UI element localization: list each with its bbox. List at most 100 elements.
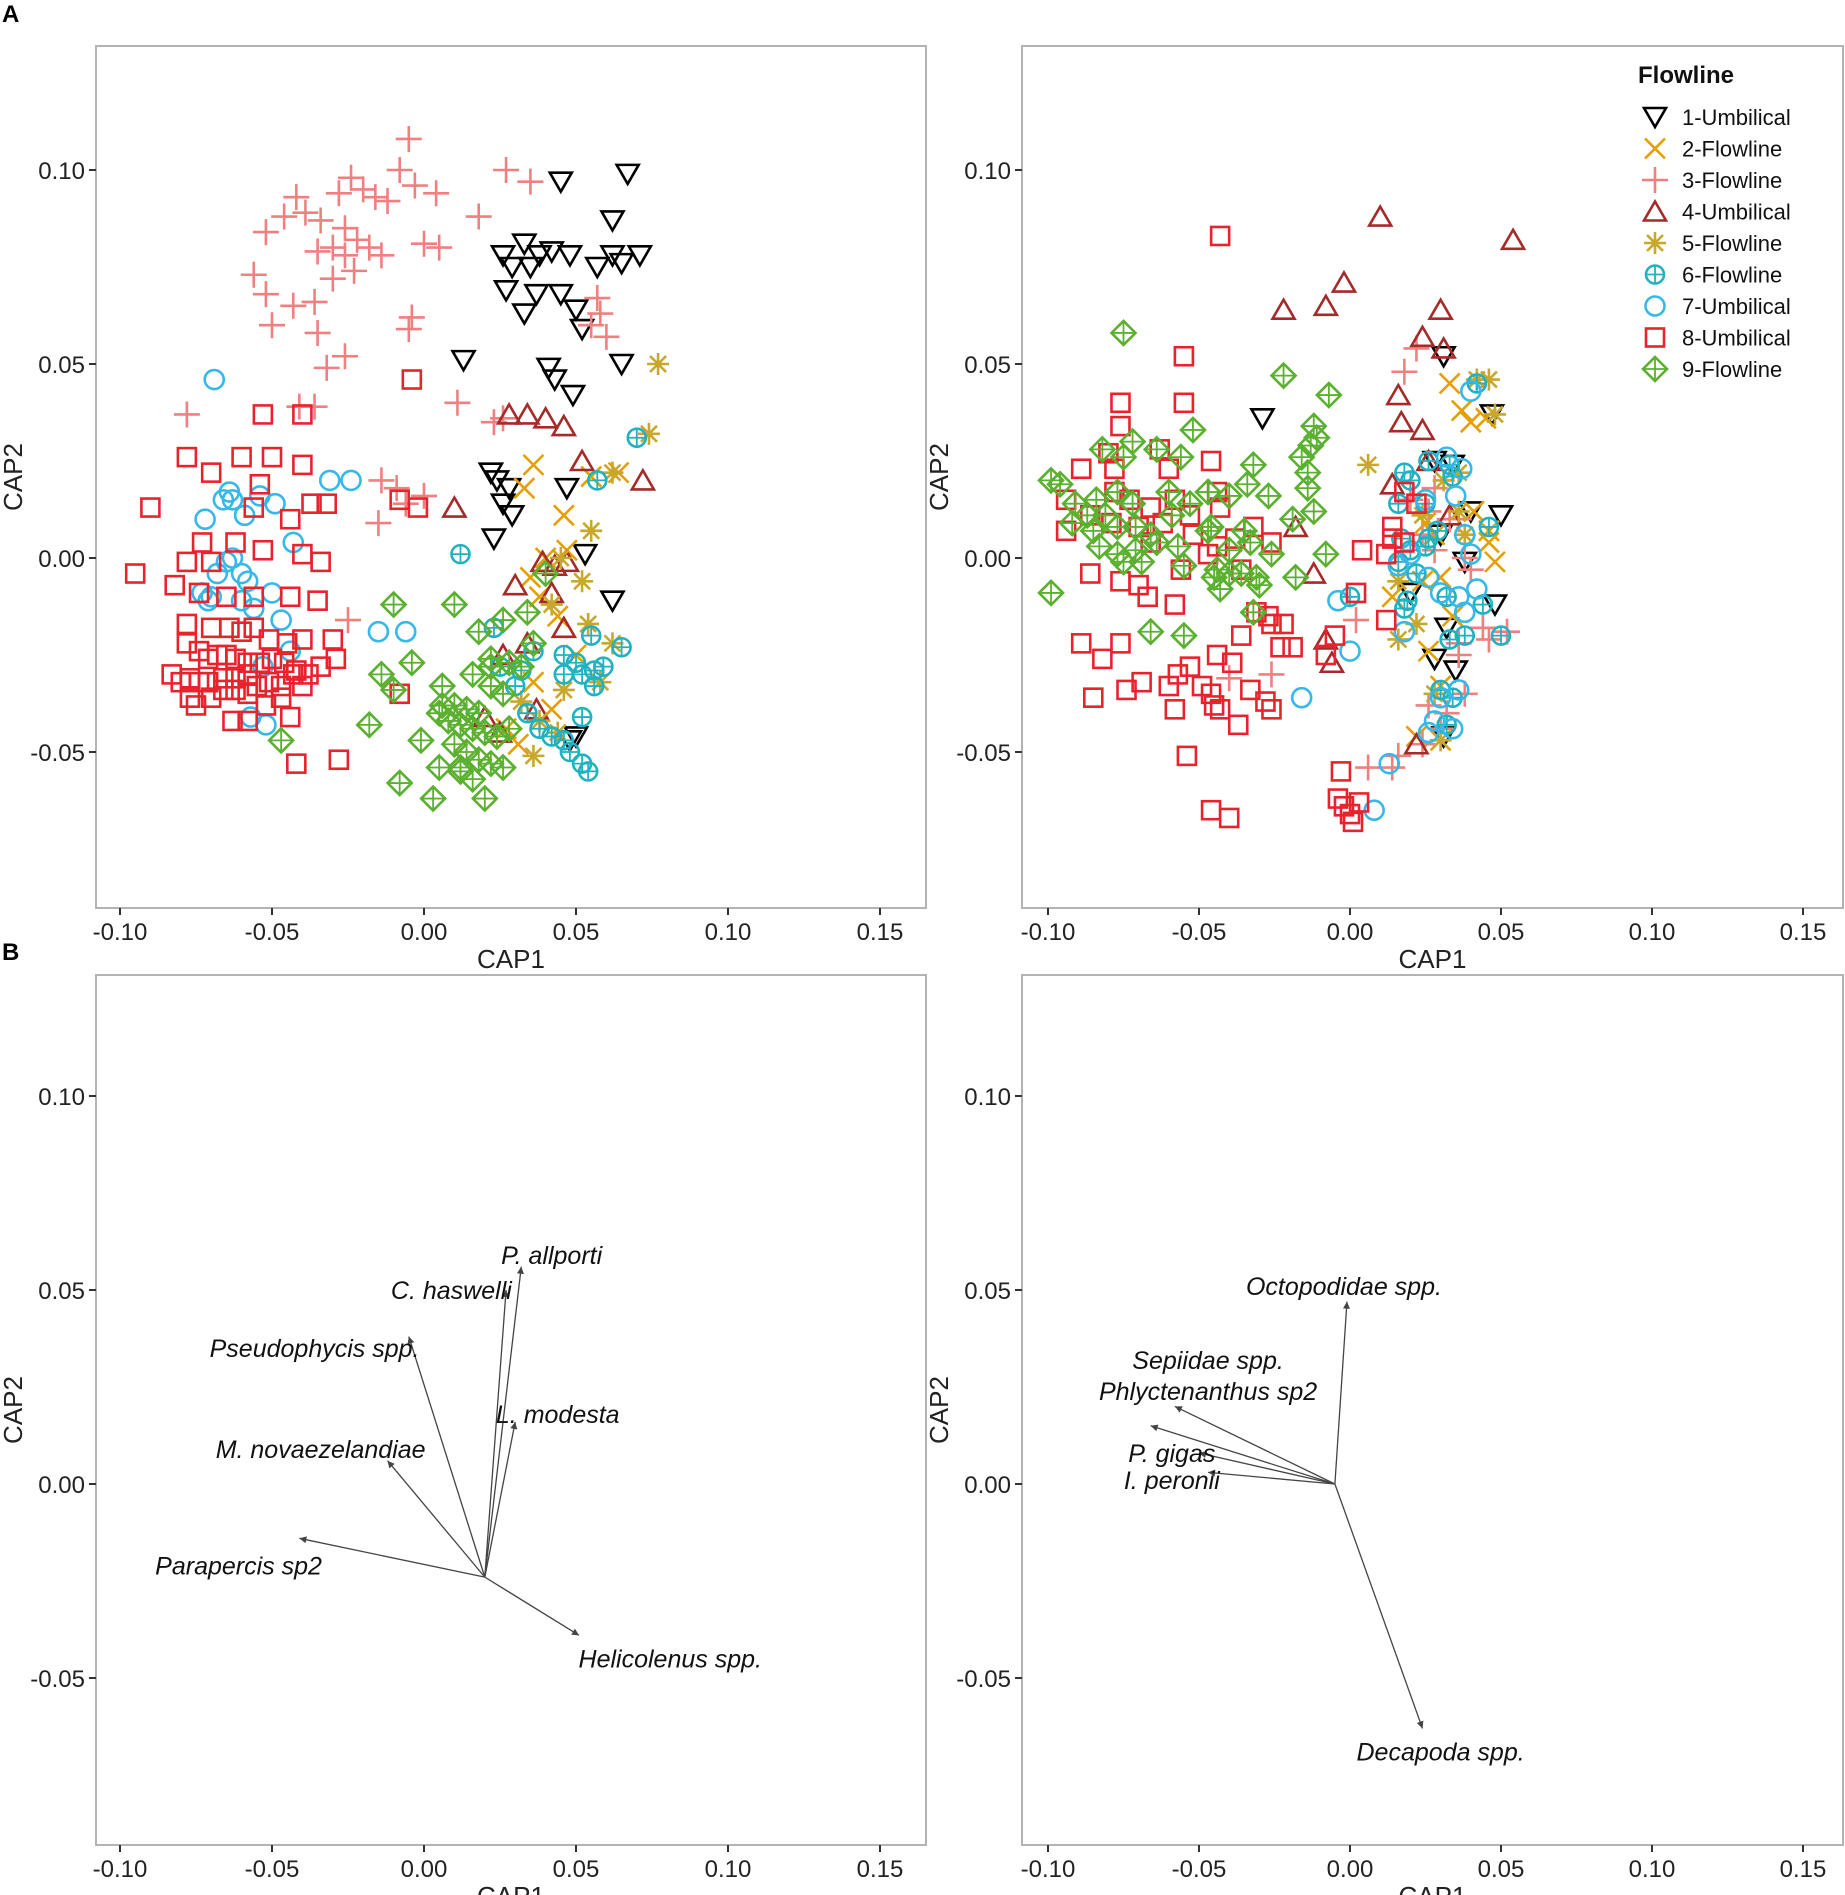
data-point	[1429, 729, 1452, 752]
data-point	[465, 203, 492, 230]
data-point	[1394, 532, 1415, 553]
data-point	[1394, 598, 1415, 619]
vector-arrowhead	[1150, 1424, 1159, 1432]
data-point	[1110, 633, 1131, 654]
x-tick-label: 0.00	[1327, 1856, 1374, 1883]
data-point	[328, 749, 350, 771]
panel-b-right: -0.10 -0.05 0.00 0.05 0.10 0.15 -0.05 0.00 0.05 0…	[924, 974, 1844, 1895]
data-point	[608, 353, 635, 377]
x-tick-label: -0.05	[1172, 919, 1227, 946]
vector-label: M. novaezelandiae	[216, 1436, 426, 1464]
data-point	[1393, 620, 1416, 643]
legend-entry: 3-Flowline	[1682, 168, 1782, 193]
data-point	[383, 475, 410, 502]
data-point	[513, 477, 536, 500]
data-point	[280, 292, 307, 319]
data-point	[271, 203, 298, 230]
legend-title: Flowline	[1638, 62, 1734, 89]
vector-label: Phlyctenanthus sp2	[1099, 1378, 1317, 1406]
vector-arrowhead	[1208, 1469, 1216, 1477]
data-point	[407, 497, 429, 518]
data-point	[1127, 548, 1156, 576]
vector-label: P. gigas	[1128, 1440, 1215, 1468]
legend-entry: 2-Flowline	[1682, 137, 1782, 162]
data-point	[216, 586, 237, 608]
x-tick-label: 0.15	[857, 919, 904, 946]
vector-arrowhead	[1174, 1406, 1183, 1413]
data-point	[553, 664, 575, 685]
data-point	[593, 323, 620, 350]
data-point	[279, 706, 301, 728]
data-point	[1324, 625, 1346, 646]
data-point	[568, 448, 596, 472]
data-point	[1460, 380, 1482, 402]
data-point	[401, 172, 428, 199]
data-point	[331, 215, 358, 242]
x-tick-label: 0.10	[705, 919, 752, 946]
data-point	[1381, 528, 1403, 549]
data-point	[1254, 482, 1283, 510]
data-point	[176, 551, 198, 573]
data-point	[176, 613, 198, 635]
x-tick-label: 0.05	[553, 1856, 600, 1883]
data-point	[492, 279, 520, 303]
data-point	[395, 125, 422, 152]
data-point	[325, 648, 347, 670]
data-point	[1417, 566, 1440, 589]
y-tick-label: 0.00	[38, 1472, 85, 1499]
data-point	[495, 477, 523, 501]
data-point	[213, 679, 234, 701]
data-point	[470, 784, 499, 813]
data-point	[1176, 745, 1198, 767]
data-point	[483, 470, 511, 493]
data-point	[1236, 528, 1265, 557]
data-point	[225, 532, 246, 553]
y-tick-label: -0.05	[30, 1666, 85, 1693]
vector-arrowhead	[387, 1460, 395, 1469]
data-point	[1312, 626, 1340, 650]
vector-line	[484, 1421, 516, 1578]
y-tick-label: 0.00	[964, 546, 1011, 573]
data-point	[243, 617, 265, 639]
data-point	[1273, 613, 1294, 635]
vector-line	[484, 1289, 507, 1578]
vector-line	[387, 1460, 486, 1578]
data-point	[1405, 612, 1428, 635]
data-point	[1170, 621, 1198, 650]
x-tick-label: 0.15	[1780, 1856, 1827, 1883]
data-point	[1293, 474, 1322, 502]
data-point	[1447, 679, 1470, 701]
data-point	[231, 446, 252, 468]
legend-entry: 8-Umbilical	[1682, 326, 1791, 351]
data-point	[1170, 551, 1198, 580]
data-point	[577, 612, 600, 635]
data-point	[1300, 560, 1328, 584]
data-point	[608, 252, 635, 276]
data-point	[316, 493, 338, 514]
data-point	[173, 401, 200, 428]
data-point	[394, 620, 417, 643]
data-point	[599, 590, 626, 614]
data-point	[1399, 543, 1422, 565]
data-point	[1478, 531, 1500, 554]
panel-a-right: -0.10 -0.05 0.00 0.05 0.10 0.15 -0.05 0.00 0.05 0…	[924, 45, 1844, 974]
x-axis-label: CAP1	[477, 944, 545, 974]
data-point	[519, 629, 548, 658]
x-tick-label: -0.10	[1021, 1856, 1076, 1883]
data-point	[562, 299, 590, 323]
data-point	[531, 559, 560, 588]
data-point	[1475, 626, 1502, 653]
data-point	[507, 652, 536, 681]
data-point	[1312, 293, 1340, 317]
data-point	[395, 316, 422, 343]
legend-key	[1641, 198, 1669, 222]
legend: Flowline 1-Umbilical 2-Flowline 3-Flowline…	[1638, 62, 1791, 383]
data-point	[276, 633, 298, 654]
data-point	[1245, 571, 1274, 599]
vector-line	[1198, 1452, 1336, 1485]
data-point	[194, 508, 216, 531]
data-point	[325, 180, 352, 207]
data-point	[1385, 382, 1412, 406]
data-point	[398, 304, 425, 331]
